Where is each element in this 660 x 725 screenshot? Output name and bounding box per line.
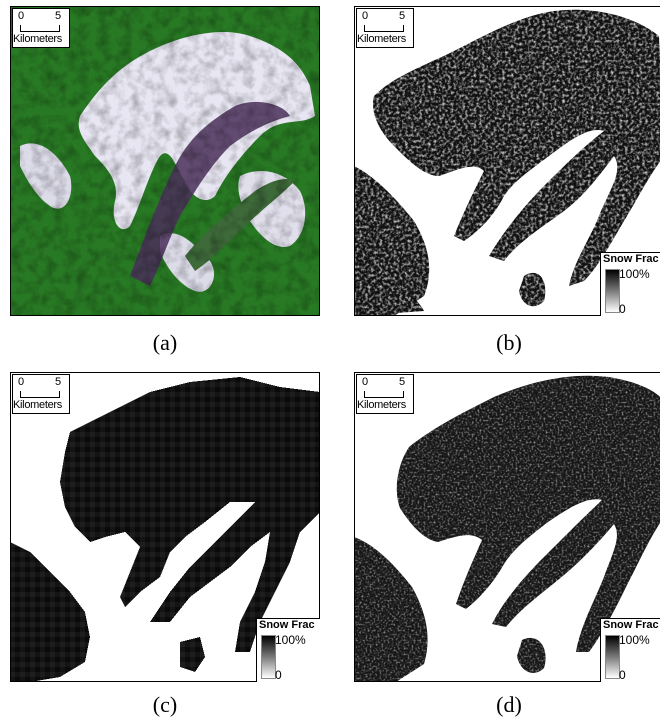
- scale-zero: 0: [362, 10, 369, 22]
- scale-five: 5: [55, 10, 62, 22]
- legend-color-ramp: [261, 635, 276, 679]
- scale-bar: 0 5 Kilometers: [12, 374, 70, 414]
- panel-c-snow-fraction-map-coarse: 0 5 Kilometers Snow Frac 100% 0: [10, 372, 320, 682]
- scale-bar: 0 5 Kilometers: [12, 8, 70, 48]
- panel-d-snow-fraction-map: 0 5 Kilometers Snow Frac 100% 0: [354, 372, 660, 682]
- scale-bar: 0 5 Kilometers: [356, 8, 414, 48]
- snow-fraction-map: [10, 377, 320, 682]
- scale-line: [20, 391, 60, 398]
- legend-title: Snow Frac: [603, 619, 659, 631]
- scale-unit: Kilometers: [13, 33, 62, 45]
- scale-unit: Kilometers: [357, 399, 406, 411]
- scale-zero: 0: [362, 376, 369, 388]
- scale-five: 5: [55, 376, 62, 388]
- legend-color-ramp: [605, 269, 620, 313]
- legend-title: Snow Frac: [603, 253, 659, 265]
- scale-unit: Kilometers: [357, 33, 406, 45]
- scale-line: [364, 25, 404, 32]
- snow-fraction-legend: Snow Frac 100% 0: [600, 618, 660, 682]
- legend-min: 0: [619, 302, 626, 316]
- legend-min: 0: [275, 668, 282, 682]
- legend-color-ramp: [605, 635, 620, 679]
- scale-five: 5: [399, 10, 406, 22]
- scale-zero: 0: [18, 376, 25, 388]
- caption-b: (b): [496, 330, 522, 355]
- snow-fraction-legend: Snow Frac 100% 0: [600, 252, 660, 316]
- legend-title: Snow Frac: [259, 619, 315, 631]
- caption-a: (a): [152, 330, 178, 355]
- scale-five: 5: [399, 376, 406, 388]
- panel-b-snow-fraction-map: 0 5 Kilometers Snow Frac 100% 0: [354, 6, 660, 316]
- scale-unit: Kilometers: [13, 399, 62, 411]
- caption-d: (d): [496, 692, 522, 717]
- scale-zero: 0: [18, 10, 25, 22]
- legend-max: 100%: [619, 267, 650, 281]
- legend-max: 100%: [275, 633, 306, 647]
- legend-min: 0: [619, 668, 626, 682]
- snow-fraction-legend: Snow Frac 100% 0: [256, 618, 320, 682]
- panel-a-satellite-image: 0 5 Kilometers: [10, 6, 320, 316]
- scale-line: [364, 391, 404, 398]
- scale-line: [20, 25, 60, 32]
- legend-max: 100%: [619, 633, 650, 647]
- satellite-image: [10, 6, 320, 316]
- scale-bar: 0 5 Kilometers: [356, 374, 414, 414]
- caption-c: (c): [152, 692, 178, 717]
